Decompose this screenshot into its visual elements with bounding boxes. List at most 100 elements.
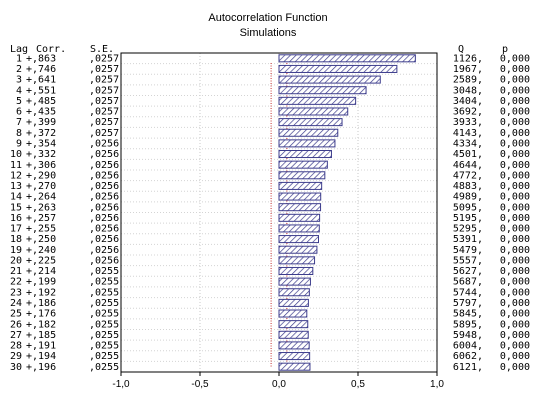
row-corr: +,214 xyxy=(26,266,56,277)
row-q: 5845, xyxy=(453,309,483,320)
x-axis-ticks: -1,0 -0,5 0,0 0,5 1,0 xyxy=(112,372,444,390)
row-corr: +,186 xyxy=(26,298,56,309)
row-se: ,0257 xyxy=(89,53,119,64)
acf-bar xyxy=(278,192,322,201)
acf-bar xyxy=(278,150,332,159)
row-p: 0,000 xyxy=(500,75,530,86)
row-q: 2589, xyxy=(453,75,483,86)
row-q: 4644, xyxy=(453,160,483,171)
column-headers: Lag Corr. S.E. Q p xyxy=(10,44,508,55)
row-corr: +,196 xyxy=(26,362,56,373)
row-se: ,0257 xyxy=(89,107,119,118)
row-q: 5895, xyxy=(453,319,483,330)
row-lag: 29 xyxy=(10,351,22,362)
row-p: 0,000 xyxy=(500,245,530,256)
row-p: 0,000 xyxy=(500,298,530,309)
row-corr: +,485 xyxy=(26,96,56,107)
row-q: 5479, xyxy=(453,245,483,256)
row-se: ,0256 xyxy=(89,224,119,235)
x-tick-label: -0,5 xyxy=(191,379,209,390)
row-se: ,0257 xyxy=(89,85,119,96)
row-corr: +,372 xyxy=(26,128,56,139)
row-lag: 22 xyxy=(10,277,22,288)
acf-bar xyxy=(278,298,309,307)
acf-bar xyxy=(278,107,349,116)
row-p: 0,000 xyxy=(500,139,530,150)
row-se: ,0256 xyxy=(89,255,119,266)
row-lag: 6 xyxy=(16,107,22,118)
acf-bar xyxy=(278,86,367,95)
acf-bar xyxy=(278,330,309,339)
row-se: ,0256 xyxy=(89,170,119,181)
acf-bar xyxy=(278,341,310,350)
row-se: ,0257 xyxy=(89,75,119,86)
row-q: 1126, xyxy=(453,53,483,64)
acf-bar xyxy=(278,362,311,371)
row-lag: 27 xyxy=(10,330,22,341)
row-corr: +,290 xyxy=(26,170,56,181)
row-p: 0,000 xyxy=(500,170,530,181)
row-q: 4772, xyxy=(453,170,483,181)
row-corr: +,250 xyxy=(26,234,56,245)
acf-bar xyxy=(278,118,343,127)
row-corr: +,192 xyxy=(26,287,56,298)
chart-subtitle: Simulations xyxy=(240,27,297,39)
row-corr: +,306 xyxy=(26,160,56,171)
row-corr: +,240 xyxy=(26,245,56,256)
row-lag: 11 xyxy=(10,160,22,171)
row-p: 0,000 xyxy=(500,128,530,139)
row-p: 0,000 xyxy=(500,362,530,373)
row-se: ,0256 xyxy=(89,149,119,160)
acf-bar xyxy=(278,128,339,137)
acf-bar xyxy=(278,139,336,148)
row-q: 5295, xyxy=(453,224,483,235)
row-q: 5095, xyxy=(453,202,483,213)
row-q: 5195, xyxy=(453,213,483,224)
row-lag: 4 xyxy=(16,85,22,96)
row-se: ,0256 xyxy=(89,245,119,256)
row-lag: 18 xyxy=(10,234,22,245)
row-q: 1967, xyxy=(453,64,483,75)
row-q: 5627, xyxy=(453,266,483,277)
acf-bar xyxy=(278,256,316,265)
row-lag: 3 xyxy=(16,75,22,86)
row-se: ,0256 xyxy=(89,160,119,171)
row-q: 4501, xyxy=(453,149,483,160)
row-lag: 28 xyxy=(10,341,22,352)
row-se: ,0256 xyxy=(89,192,119,203)
row-corr: +,176 xyxy=(26,309,56,320)
x-tick-label: 0,5 xyxy=(351,379,365,390)
row-p: 0,000 xyxy=(500,213,530,224)
row-lag: 2 xyxy=(16,64,22,75)
header-lag: Lag xyxy=(10,44,28,55)
row-se: ,0255 xyxy=(89,309,119,320)
acf-bar xyxy=(278,245,318,254)
row-lag: 15 xyxy=(10,202,22,213)
row-lag: 7 xyxy=(16,117,22,128)
row-lag: 1 xyxy=(16,53,22,64)
row-corr: +,264 xyxy=(26,192,56,203)
x-tick-label: 0,0 xyxy=(272,379,286,390)
chart-title: Autocorrelation Function xyxy=(208,12,327,24)
acf-bar xyxy=(278,224,320,233)
header-se: S.E. xyxy=(90,44,114,55)
row-corr: +,199 xyxy=(26,277,56,288)
row-se: ,0257 xyxy=(89,96,119,107)
row-p: 0,000 xyxy=(500,351,530,362)
row-se: ,0255 xyxy=(89,341,119,352)
row-corr: +,257 xyxy=(26,213,56,224)
row-corr: +,746 xyxy=(26,64,56,75)
row-p: 0,000 xyxy=(500,287,530,298)
header-corr: Corr. xyxy=(36,44,66,55)
row-se: ,0256 xyxy=(89,213,119,224)
row-p: 0,000 xyxy=(500,96,530,107)
acf-bar xyxy=(278,309,308,318)
row-lag: 25 xyxy=(10,309,22,320)
row-p: 0,000 xyxy=(500,192,530,203)
row-se: ,0255 xyxy=(89,266,119,277)
row-lag: 21 xyxy=(10,266,22,277)
row-corr: +,354 xyxy=(26,139,56,150)
row-p: 0,000 xyxy=(500,181,530,192)
row-p: 0,000 xyxy=(500,149,530,160)
